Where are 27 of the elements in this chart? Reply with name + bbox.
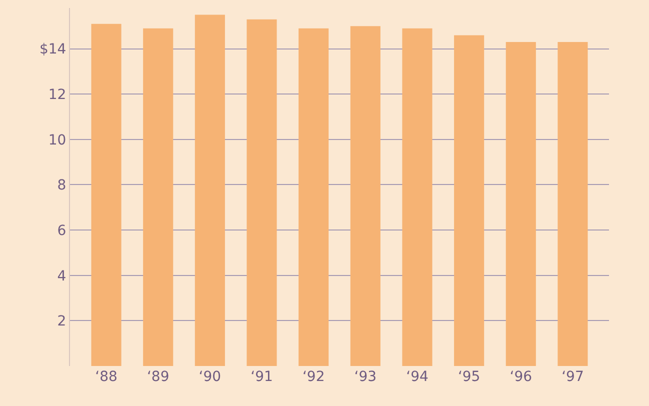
bar [246, 19, 277, 366]
x-tick-label: ‘90 [198, 369, 222, 385]
y-tick-label: 2 [57, 314, 66, 330]
x-tick-label: ‘91 [250, 369, 273, 385]
x-tick-label: ‘88 [95, 369, 118, 385]
bar [506, 42, 536, 366]
bar [143, 28, 174, 366]
bar [298, 28, 329, 366]
y-tick-label: 4 [57, 268, 66, 284]
bar [91, 24, 122, 366]
y-tick-label: 8 [57, 178, 66, 194]
bar [350, 26, 380, 366]
x-tick-label: ‘94 [406, 369, 428, 385]
y-tick-label: $14 [39, 42, 66, 58]
x-tick-label: ‘93 [354, 369, 377, 385]
bar [194, 14, 225, 366]
x-tick-label: ‘96 [510, 369, 532, 385]
y-tick-label: 6 [57, 222, 66, 239]
x-tick-label: ‘95 [458, 369, 480, 385]
y-tick-label: 12 [48, 87, 66, 103]
bar [454, 35, 484, 366]
y-tick-label: 10 [48, 132, 66, 148]
x-tick-label: ‘92 [302, 369, 325, 385]
bar [558, 42, 588, 366]
x-tick-label: ‘89 [146, 369, 170, 385]
bar [402, 28, 432, 366]
x-tick-label: ‘97 [562, 369, 584, 385]
